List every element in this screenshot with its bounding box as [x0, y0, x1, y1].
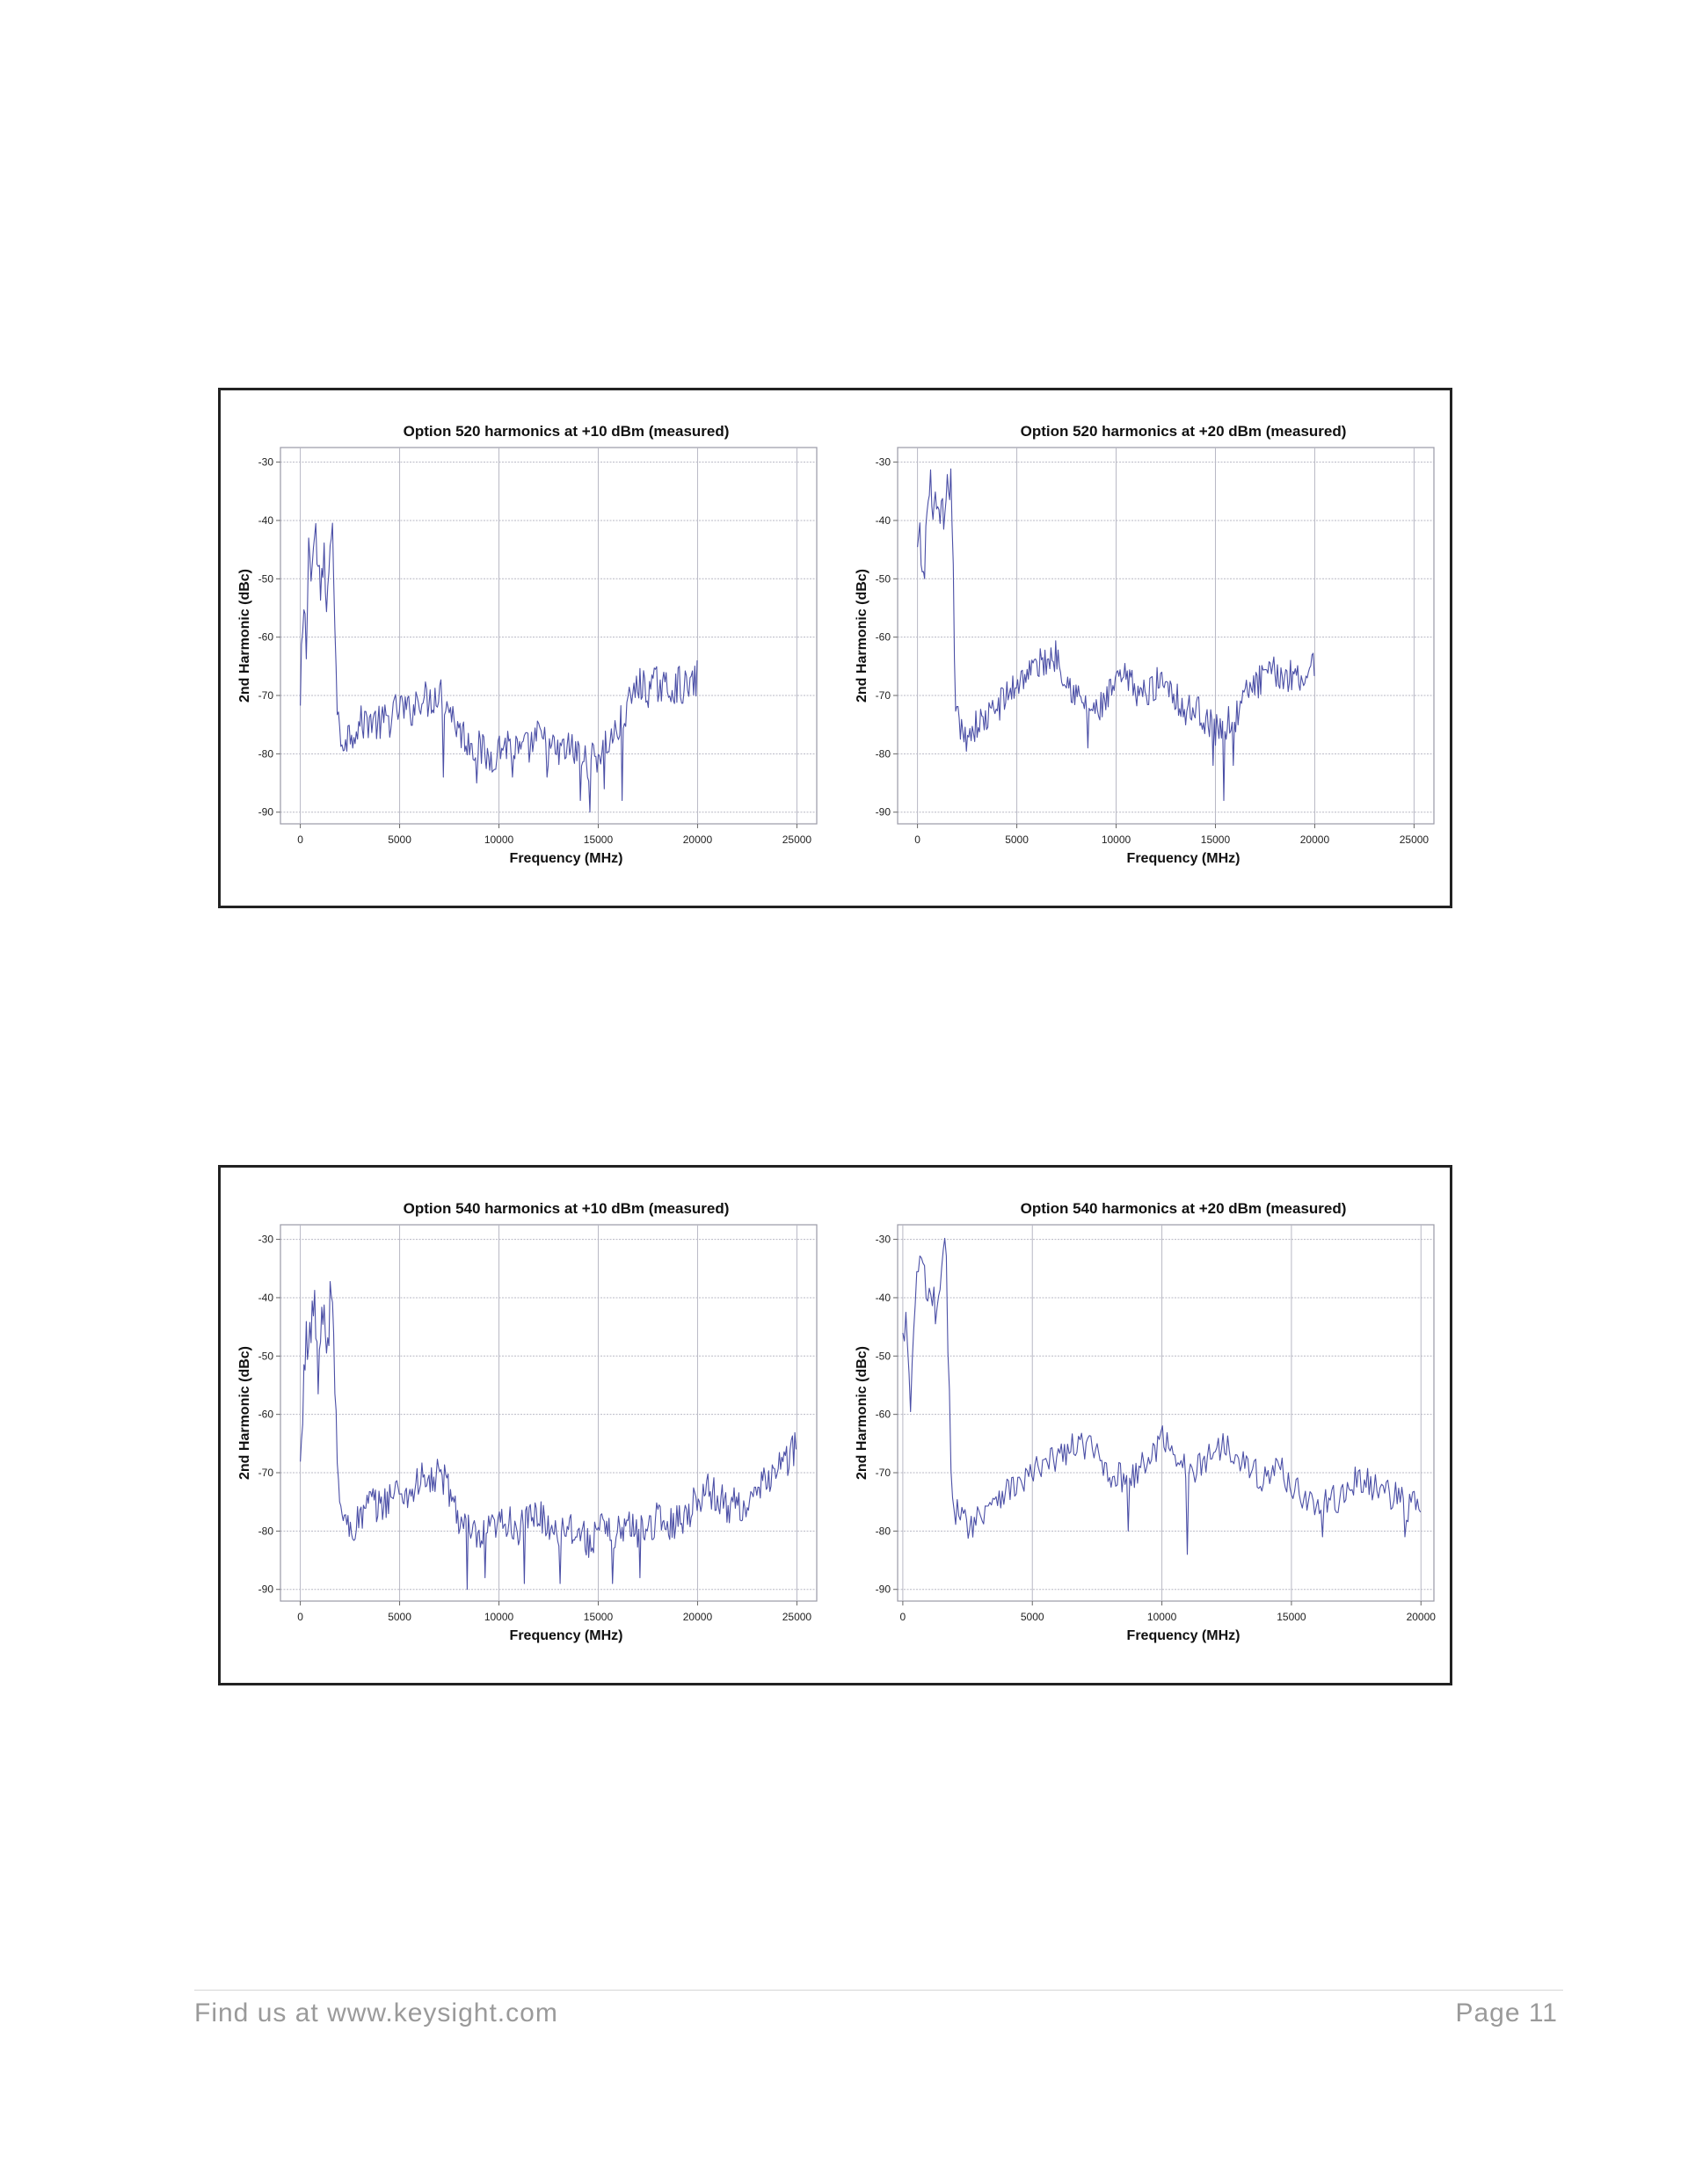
figure-option-540: 0 5000 10000 15000 20000 25000 -30 -40 -50 -60 -70…	[218, 1165, 1452, 1685]
footer-website-link[interactable]: Find us at www.keysight.com	[194, 1998, 558, 2027]
series-line	[917, 468, 1315, 802]
y-tick-label: -30	[258, 456, 274, 469]
chart-option-520-plus20: 0 5000 10000 15000 20000 25000 -30 -40 -50 -60 -70…	[838, 390, 1453, 906]
y-tick-label: -80	[258, 1525, 274, 1537]
y-tick-label: -60	[258, 631, 274, 644]
x-tick-label: 5000	[1005, 834, 1029, 846]
y-tick-label: -50	[258, 572, 274, 585]
x-tick-label: 15000	[584, 1611, 614, 1623]
x-tick-label: 15000	[1277, 1611, 1306, 1623]
x-tick-label: 20000	[683, 834, 713, 846]
series-line	[902, 1237, 1422, 1555]
x-tick-label: 10000	[1147, 1611, 1177, 1623]
y-tick-label: -70	[258, 1467, 274, 1479]
chart-option-520-plus20-svg: 0 5000 10000 15000 20000 25000 -30 -40 -50 -60 -70…	[855, 423, 1435, 866]
y-axis-label: 2nd Harmonic (dBc)	[855, 569, 869, 703]
footer-page-number: Page 11	[1455, 1998, 1558, 2027]
y-tick-label: -70	[258, 689, 274, 702]
plot-area	[280, 447, 818, 825]
chart-option-540-plus20: 0 5000 10000 15000 20000 -30 -40 -50 -60 -70 -80 -9…	[838, 1168, 1453, 1683]
chart-option-520-plus10-svg: 0 5000 10000 15000 20000 25000 -30 -40 -50 -60 -70…	[237, 423, 818, 866]
figure-option-520: 0 5000 10000 15000 20000 25000 -30 -40 -50 -60 -70…	[218, 388, 1452, 908]
x-axis-label: Frequency (MHz)	[1127, 1628, 1241, 1643]
series-line	[300, 1281, 797, 1591]
plot-area	[897, 447, 1435, 825]
y-tick-label: -40	[258, 1292, 274, 1304]
y-tick-label: -80	[258, 747, 274, 760]
chart-option-540-plus10-svg: 0 5000 10000 15000 20000 25000 -30 -40 -50 -60 -70…	[237, 1200, 818, 1643]
y-tick-label: -40	[876, 514, 891, 527]
x-tick-label: 10000	[484, 1611, 514, 1623]
y-axis-label: 2nd Harmonic (dBc)	[237, 569, 252, 703]
y-tick-label: -50	[876, 572, 891, 585]
x-tick-label: 10000	[484, 834, 514, 846]
chart-option-520-plus10: 0 5000 10000 15000 20000 25000 -30 -40 -50 -60 -70…	[221, 390, 836, 906]
x-axis-label: Frequency (MHz)	[1127, 851, 1241, 866]
x-axis-label: Frequency (MHz)	[510, 1628, 623, 1643]
x-tick-label: 20000	[1407, 1611, 1437, 1623]
x-tick-label: 15000	[584, 834, 614, 846]
y-tick-label: -80	[876, 747, 891, 760]
y-tick-label: -70	[876, 689, 891, 702]
y-tick-label: -60	[876, 1409, 891, 1421]
x-tick-label: 15000	[1201, 834, 1231, 846]
y-tick-label: -70	[876, 1467, 891, 1479]
y-tick-label: -40	[876, 1292, 891, 1304]
y-tick-label: -40	[258, 514, 274, 527]
y-tick-label: -80	[876, 1525, 891, 1537]
x-tick-label: 10000	[1102, 834, 1131, 846]
y-tick-label: -50	[258, 1350, 274, 1362]
x-tick-label: 20000	[683, 1611, 713, 1623]
x-tick-label: 25000	[782, 834, 812, 846]
chart-option-540-plus10: 0 5000 10000 15000 20000 25000 -30 -40 -50 -60 -70…	[221, 1168, 836, 1683]
chart-title: Option 520 harmonics at +20 dBm (measure…	[1021, 423, 1347, 440]
y-tick-label: -50	[876, 1350, 891, 1362]
chart-title: Option 520 harmonics at +10 dBm (measure…	[404, 423, 730, 440]
y-tick-label: -30	[876, 1234, 891, 1246]
x-tick-label: 5000	[1021, 1611, 1044, 1623]
y-axis-label: 2nd Harmonic (dBc)	[237, 1346, 252, 1480]
y-tick-label: -60	[258, 1409, 274, 1421]
y-tick-label: -30	[876, 456, 891, 469]
y-tick-label: -90	[876, 806, 891, 819]
x-tick-label: 20000	[1300, 834, 1330, 846]
series-line	[300, 522, 698, 813]
x-tick-label: 25000	[782, 1611, 812, 1623]
x-tick-label: 0	[914, 834, 920, 846]
x-tick-label: 5000	[388, 1611, 411, 1623]
y-tick-label: -90	[876, 1583, 891, 1596]
y-axis-label: 2nd Harmonic (dBc)	[855, 1346, 869, 1480]
chart-title: Option 540 harmonics at +20 dBm (measure…	[1021, 1200, 1347, 1217]
x-tick-label: 5000	[388, 834, 411, 846]
y-tick-label: -90	[258, 1583, 274, 1596]
y-tick-label: -60	[876, 631, 891, 644]
x-tick-label: 0	[297, 834, 303, 846]
x-tick-label: 25000	[1400, 834, 1430, 846]
x-axis-label: Frequency (MHz)	[510, 851, 623, 866]
y-tick-label: -90	[258, 806, 274, 819]
chart-option-540-plus20-svg: 0 5000 10000 15000 20000 -30 -40 -50 -60 -70 -80 -9…	[855, 1200, 1437, 1643]
plot-area	[280, 1224, 818, 1602]
x-tick-label: 0	[900, 1611, 906, 1623]
footer-divider	[194, 1990, 1563, 1991]
x-tick-label: 0	[297, 1611, 303, 1623]
chart-title: Option 540 harmonics at +10 dBm (measure…	[404, 1200, 730, 1217]
plot-area	[897, 1224, 1435, 1602]
y-tick-label: -30	[258, 1234, 274, 1246]
